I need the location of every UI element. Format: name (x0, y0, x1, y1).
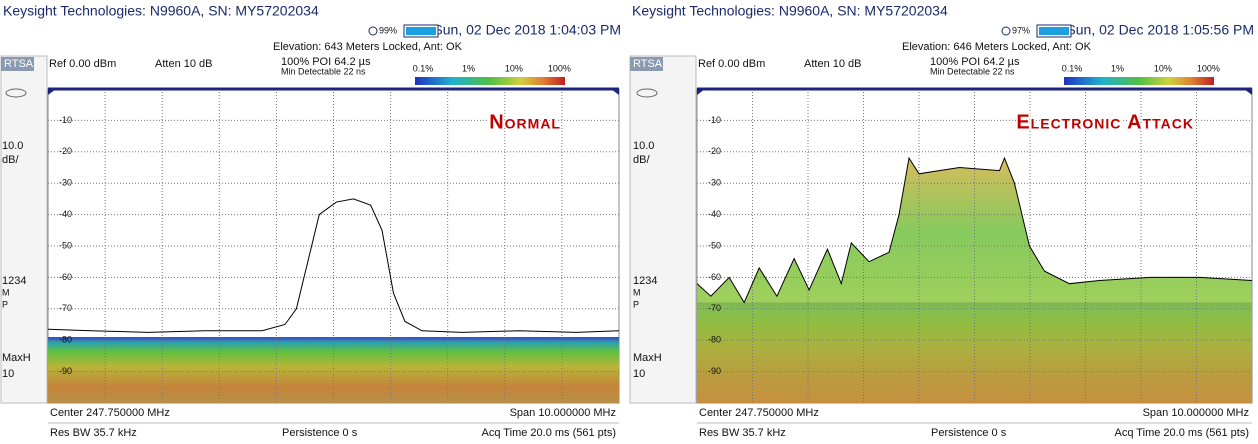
gps-signal: 99% (379, 25, 397, 35)
detector-label: 10 (2, 368, 14, 380)
marker-label: 1234 (2, 275, 26, 287)
colorbar-label: 100% (1197, 63, 1220, 73)
min-detectable: Min Detectable 22 ns (930, 66, 1015, 76)
scale-label: dB/ (633, 154, 650, 166)
y-tick-label: -40 (708, 209, 721, 219)
colorbar-label: 0.1% (413, 63, 434, 73)
center-freq: Center 247.750000 MHz (50, 407, 170, 419)
detector-label: 10 (633, 368, 645, 380)
y-tick-label: -80 (708, 335, 721, 345)
scale-label: 10.0 (633, 140, 654, 152)
y-tick-label: -20 (708, 146, 721, 156)
scale-label: dB/ (2, 154, 19, 166)
min-detectable: Min Detectable 22 ns (281, 66, 366, 76)
battery-level (1039, 27, 1069, 35)
annotation: Normal (489, 111, 561, 133)
device-title: Keysight Technologies: N9960A, SN: MY572… (3, 3, 319, 19)
detector-label: MaxH (2, 352, 31, 364)
colorbar-label: 1% (1111, 63, 1124, 73)
y-tick-label: -50 (59, 240, 72, 250)
colorbar (415, 77, 565, 85)
res-bw: Res BW 35.7 kHz (50, 427, 137, 439)
colorbar-label: 10% (1154, 63, 1172, 73)
y-tick-label: -10 (59, 115, 72, 125)
acq-time: Acq Time 20.0 ms (561 pts) (1115, 427, 1250, 439)
y-tick-label: -30 (708, 178, 721, 188)
colorbar-label: 10% (505, 63, 523, 73)
status: Elevation: 643 Meters Locked, Ant: OK (273, 41, 463, 53)
y-tick-label: -10 (708, 115, 721, 125)
y-tick-label: -50 (708, 240, 721, 250)
datetime: Sun, 02 Dec 2018 1:05:56 PM (1066, 22, 1254, 38)
y-tick-label: -30 (59, 178, 72, 188)
y-tick-label: -90 (59, 366, 72, 376)
center-freq: Center 247.750000 MHz (699, 407, 819, 419)
page: Keysight Technologies: N9960A, SN: MY572… (0, 0, 1258, 444)
marker-label: 1234 (633, 275, 657, 287)
mode: RTSA (633, 58, 663, 70)
colorbar-label: 1% (462, 63, 475, 73)
y-tick-label: -60 (59, 272, 72, 282)
persistence: Persistence 0 s (931, 427, 1007, 439)
ref-level: Ref 0.00 dBm (698, 58, 765, 70)
mode: RTSA (4, 58, 34, 70)
y-tick-label: -60 (708, 272, 721, 282)
y-tick-label: -20 (59, 146, 72, 156)
acq-time: Acq Time 20.0 ms (561 pts) (482, 427, 617, 439)
attenuation: Atten 10 dB (804, 58, 862, 70)
battery-level (406, 27, 436, 35)
marker-label: P (633, 299, 639, 309)
gps-signal: 97% (1012, 25, 1030, 35)
screenshot: Keysight Technologies: N9960A, SN: MY572… (0, 0, 1258, 444)
datetime: Sun, 02 Dec 2018 1:04:03 PM (433, 22, 621, 38)
y-tick-label: -80 (59, 335, 72, 345)
annotation: Electronic Attack (1016, 111, 1194, 133)
persistence-band (48, 337, 619, 403)
detector-label: MaxH (633, 352, 662, 364)
ref-level: Ref 0.00 dBm (49, 58, 116, 70)
res-bw: Res BW 35.7 kHz (699, 427, 786, 439)
marker-label: P (2, 299, 8, 309)
persistence: Persistence 0 s (282, 427, 358, 439)
y-tick-label: -70 (708, 303, 721, 313)
marker-label: M (2, 287, 10, 297)
colorbar-label: 0.1% (1062, 63, 1083, 73)
y-tick-label: -90 (708, 366, 721, 376)
scale-label: 10.0 (2, 140, 23, 152)
attenuation: Atten 10 dB (155, 58, 213, 70)
device-title: Keysight Technologies: N9960A, SN: MY572… (632, 3, 948, 19)
colorbar (1064, 77, 1214, 85)
y-tick-label: -70 (59, 303, 72, 313)
colorbar-label: 100% (548, 63, 571, 73)
span: Span 10.000000 MHz (1143, 407, 1249, 419)
span: Span 10.000000 MHz (510, 407, 616, 419)
status: Elevation: 646 Meters Locked, Ant: OK (902, 41, 1092, 53)
y-tick-label: -40 (59, 209, 72, 219)
marker-label: M (633, 287, 641, 297)
